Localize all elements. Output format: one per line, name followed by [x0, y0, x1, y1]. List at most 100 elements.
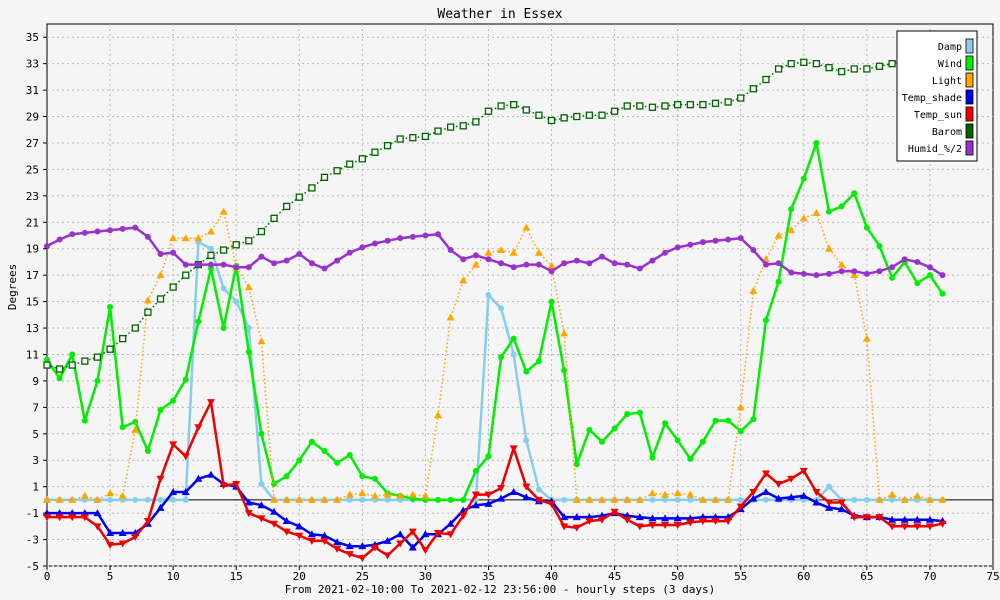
data-point [497, 246, 506, 254]
data-point [484, 499, 493, 507]
data-point [181, 234, 190, 242]
data-point [837, 505, 846, 513]
data-point [725, 417, 732, 424]
y-tick-label: 33 [26, 58, 39, 71]
data-point [244, 498, 253, 506]
data-point [43, 361, 51, 369]
y-tick-label: 5 [32, 428, 39, 441]
data-point [320, 495, 329, 503]
series-temp-sun [43, 399, 947, 563]
data-point [775, 260, 782, 267]
data-point [799, 467, 808, 475]
legend-label: Humid_%/2 [908, 144, 962, 155]
data-point [295, 522, 304, 530]
data-point [889, 264, 896, 271]
data-point [144, 308, 152, 316]
data-point [43, 495, 51, 503]
data-point [68, 361, 76, 369]
data-point [245, 325, 252, 332]
data-point [460, 256, 467, 263]
data-point [346, 451, 353, 458]
y-tick-label: 23 [26, 190, 39, 203]
data-point [296, 251, 303, 258]
legend-swatch [965, 89, 974, 105]
data-point [346, 496, 353, 503]
data-point [851, 496, 858, 503]
data-point [144, 447, 151, 454]
data-point [283, 202, 291, 211]
data-point [901, 256, 908, 263]
legend-swatch [965, 38, 974, 54]
data-point [925, 515, 934, 523]
data-point [471, 501, 480, 509]
data-point [320, 173, 329, 181]
data-point [371, 148, 379, 156]
data-point [320, 537, 329, 545]
data-point [611, 425, 618, 432]
data-point [358, 542, 367, 550]
data-point [775, 278, 782, 285]
data-point [143, 518, 152, 526]
data-point [851, 268, 858, 275]
data-point [913, 523, 922, 531]
data-point [509, 487, 518, 495]
data-point [485, 292, 492, 298]
data-point [812, 498, 821, 506]
data-point [421, 132, 430, 141]
data-point [308, 184, 316, 192]
data-point [623, 495, 632, 503]
data-point [522, 223, 531, 231]
data-point [737, 428, 744, 435]
x-tick-label: 15 [230, 570, 243, 583]
data-point [686, 519, 695, 527]
plot-frame [46, 23, 994, 567]
data-point [156, 503, 165, 511]
data-point [93, 509, 102, 517]
x-tick-label: 55 [734, 570, 747, 583]
data-point [535, 111, 543, 119]
data-point [649, 257, 656, 264]
data-point [900, 515, 909, 523]
data-point [131, 324, 139, 332]
data-point [522, 483, 531, 491]
data-point [270, 214, 278, 222]
data-point [169, 234, 178, 242]
data-point [762, 261, 769, 268]
data-point [826, 483, 833, 490]
legend-swatch [965, 106, 974, 122]
data-point [497, 485, 506, 493]
data-point [194, 424, 203, 432]
data-point [586, 260, 593, 267]
data-point [156, 475, 165, 483]
y-tick-label: 15 [26, 296, 39, 309]
data-point [610, 508, 619, 516]
data-point [359, 244, 366, 251]
data-point [169, 283, 177, 291]
data-point [825, 503, 834, 511]
data-point [648, 489, 657, 497]
data-point [296, 457, 303, 464]
data-point [295, 495, 304, 503]
data-point [308, 260, 315, 267]
data-point [888, 490, 897, 498]
data-point [837, 499, 846, 507]
data-point [219, 246, 228, 254]
data-point [510, 264, 517, 271]
y-tick-label: 9 [32, 375, 39, 388]
data-point [636, 409, 643, 416]
data-point [926, 272, 933, 279]
data-point [648, 522, 657, 530]
data-point [169, 487, 178, 495]
data-point [181, 453, 190, 461]
data-point [876, 243, 883, 250]
y-tick-label: 27 [26, 137, 39, 150]
data-point [396, 491, 405, 499]
data-point [333, 538, 342, 546]
data-point [447, 496, 454, 503]
data-point [572, 495, 581, 503]
data-point [446, 313, 455, 321]
data-point [914, 280, 921, 287]
data-point [283, 257, 290, 264]
data-point [219, 207, 228, 215]
data-point [498, 305, 505, 312]
